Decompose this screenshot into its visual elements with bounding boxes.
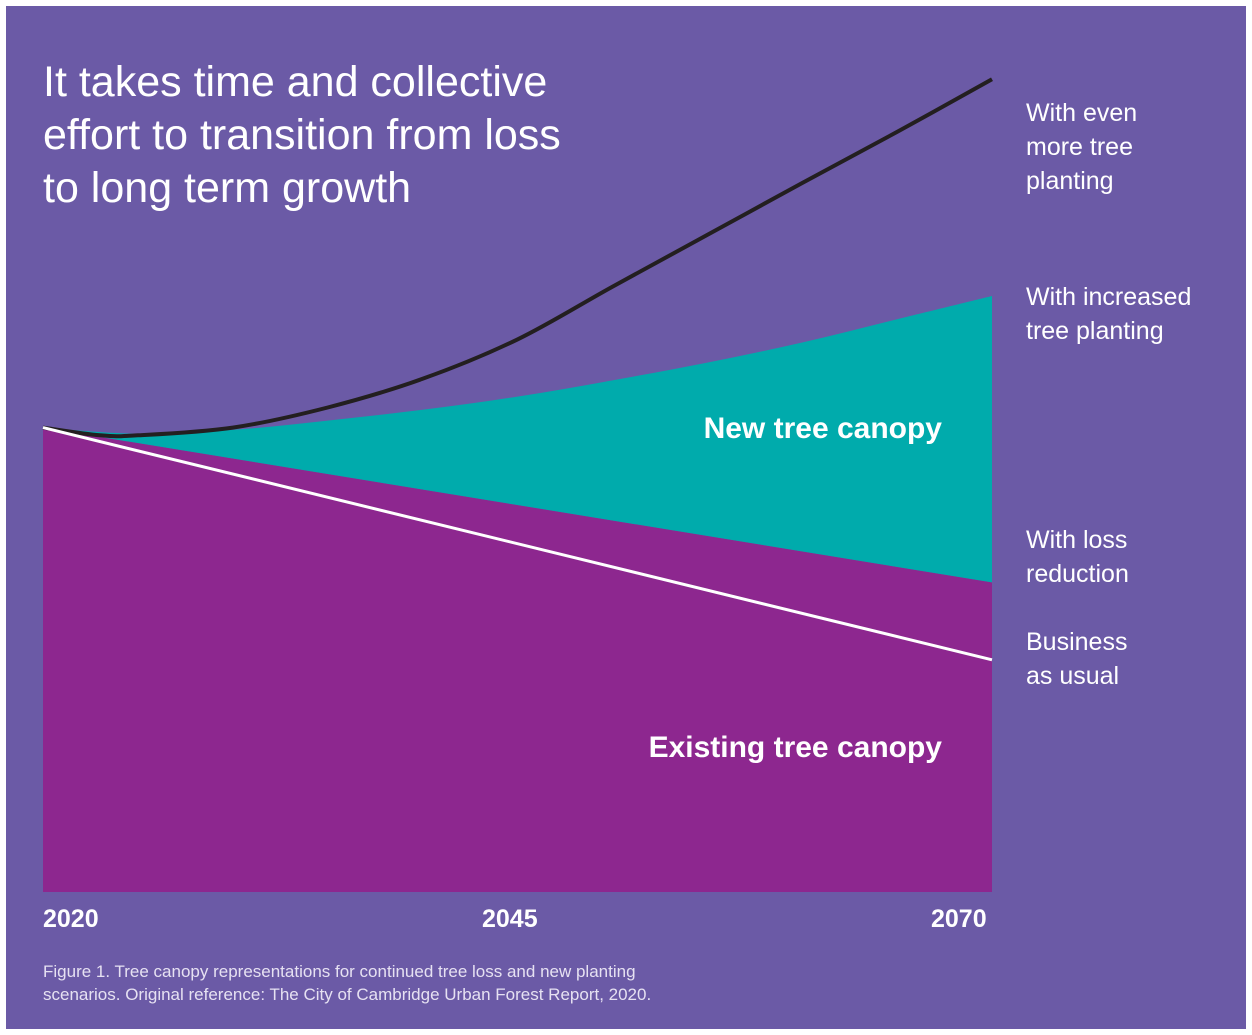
label-increased-planting: With increased tree planting [1026, 283, 1192, 345]
chart-title: It takes time and collective effort to t… [43, 58, 561, 212]
x-tick-2020: 2020 [43, 905, 99, 933]
figure-caption: Figure 1. Tree canopy representations fo… [43, 962, 652, 1004]
even-more-planting-line [42, 77, 993, 439]
label-business-as-usual: Business as usual [1026, 628, 1128, 690]
label-even-more-planting: With even more tree planting [1026, 99, 1138, 195]
x-tick-2045: 2045 [482, 905, 538, 933]
x-tick-2070: 2070 [931, 905, 987, 933]
new-canopy-area [43, 296, 992, 583]
business-as-usual-line [42, 426, 993, 662]
new-canopy-label: New tree canopy [703, 412, 942, 445]
label-loss-reduction: With loss reduction [1026, 526, 1129, 588]
existing-canopy-area [43, 427, 992, 892]
existing-canopy-label: Existing tree canopy [648, 731, 942, 764]
